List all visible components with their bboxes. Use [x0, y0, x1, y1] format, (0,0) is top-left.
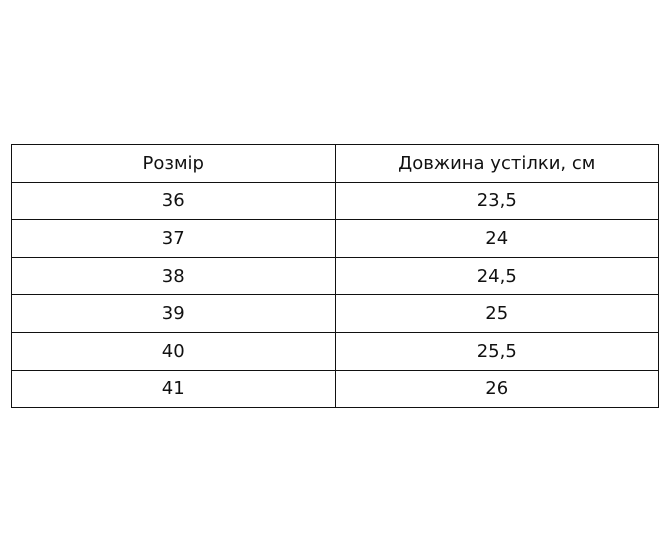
size-cell: 36 — [11, 181, 336, 221]
table-row: 37 24 — [11, 219, 659, 258]
length-cell: 25,5 — [334, 331, 659, 371]
length-cell: 24 — [334, 219, 659, 258]
table-row: 39 25 — [11, 294, 659, 333]
header-insole-length: Довжина устілки, см — [334, 144, 659, 183]
table-row: 36 23,5 — [11, 181, 659, 221]
size-cell: 39 — [11, 294, 336, 333]
size-table: Розмір Довжина устілки, см 36 23,5 37 24 3… — [11, 144, 659, 409]
table-row: 38 24,5 — [11, 256, 659, 296]
length-cell: 26 — [334, 369, 659, 409]
length-cell: 24,5 — [334, 256, 659, 296]
header-size: Розмір — [11, 144, 336, 183]
length-cell: 23,5 — [334, 181, 659, 221]
table-row: 40 25,5 — [11, 331, 659, 371]
size-cell: 41 — [11, 369, 336, 409]
size-cell: 38 — [11, 256, 336, 296]
header-row: Розмір Довжина устілки, см — [11, 144, 659, 183]
table-row: 41 26 — [11, 369, 659, 409]
size-cell: 37 — [11, 219, 336, 258]
length-cell: 25 — [334, 294, 659, 333]
size-cell: 40 — [11, 331, 336, 371]
